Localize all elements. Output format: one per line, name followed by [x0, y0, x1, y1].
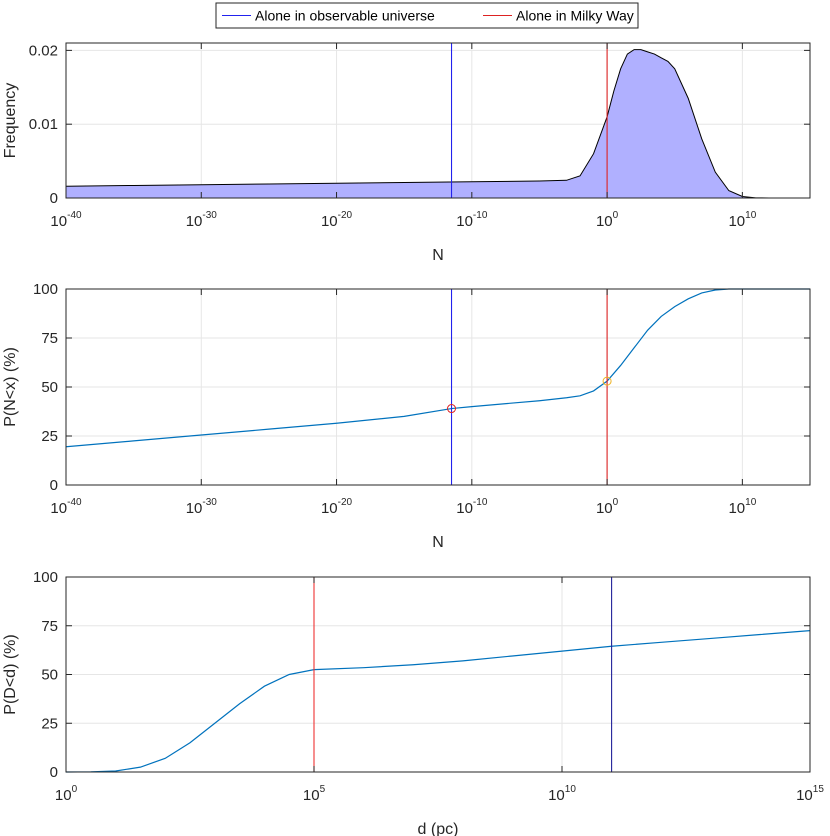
x-tick-label: 1010 — [728, 497, 756, 517]
x-tick-label: 1010 — [548, 784, 576, 804]
x-tick-label: 100 — [596, 210, 619, 230]
x-tick-label: 10-40 — [50, 497, 82, 517]
legend-label-milky-way: Alone in Milky Way — [516, 8, 634, 24]
legend-label-universe: Alone in observable universe — [255, 8, 435, 24]
y-tick-label: 50 — [41, 379, 58, 396]
y-tick-label: 75 — [41, 618, 58, 635]
x-tick-label: 100 — [55, 784, 78, 804]
histogram-outline — [65, 49, 810, 199]
y-tick-label: 75 — [41, 330, 58, 347]
x-tick-label: 10-30 — [186, 497, 218, 517]
y-axis-label: Frequency — [2, 83, 19, 159]
cdf-distance-panel: 100 105 1010 1015 0 25 50 75 100 d (pc) P(D<d) (%) — [2, 569, 824, 836]
y-tick-label: 25 — [41, 428, 58, 445]
y-tick-label: 25 — [41, 715, 58, 732]
y-tick-label: 100 — [33, 569, 58, 586]
x-tick-label: 10-20 — [321, 210, 353, 230]
frequency-panel: 10-40 10-30 10-20 10-10 100 1010 0 0.01 0.02 N Fre… — [2, 42, 811, 264]
y-tick-label: 0 — [50, 477, 58, 494]
cdf-marker — [447, 404, 457, 414]
legend[interactable]: Alone in observable universe Alone in Mi… — [215, 2, 639, 29]
y-axis-label: P(N<x) (%) — [2, 347, 19, 427]
x-tick-label: 100 — [596, 497, 619, 517]
x-tick-label: 10-30 — [186, 210, 218, 230]
x-tick-label: 1010 — [728, 210, 756, 230]
histogram-area — [66, 49, 810, 198]
x-tick-label: 1015 — [796, 784, 824, 804]
x-tick-label: 10-20 — [321, 497, 353, 517]
cdf-line — [65, 288, 810, 448]
x-tick-label: 10-40 — [50, 210, 82, 230]
y-axis-label: P(D<d) (%) — [2, 634, 19, 714]
x-tick-label: 105 — [303, 784, 326, 804]
legend-box — [215, 2, 639, 29]
y-tick-label: 100 — [33, 281, 58, 298]
axes-box — [65, 42, 811, 199]
y-tick-label: 0.01 — [29, 116, 58, 133]
x-tick-label: 10-10 — [456, 210, 488, 230]
x-axis-label: N — [432, 534, 444, 551]
x-axis-label: N — [432, 247, 444, 264]
y-tick-label: 0.02 — [29, 42, 58, 59]
x-axis-label: d (pc) — [418, 821, 459, 836]
y-tick-label: 0 — [50, 190, 58, 207]
cdf-marker — [602, 376, 612, 386]
y-tick-label: 50 — [41, 667, 58, 684]
y-tick-label: 0 — [50, 764, 58, 781]
x-tick-label: 10-10 — [456, 497, 488, 517]
cdf-n-panel: 10-40 10-30 10-20 10-10 100 1010 0 25 50 75 100 N P(… — [2, 281, 811, 551]
